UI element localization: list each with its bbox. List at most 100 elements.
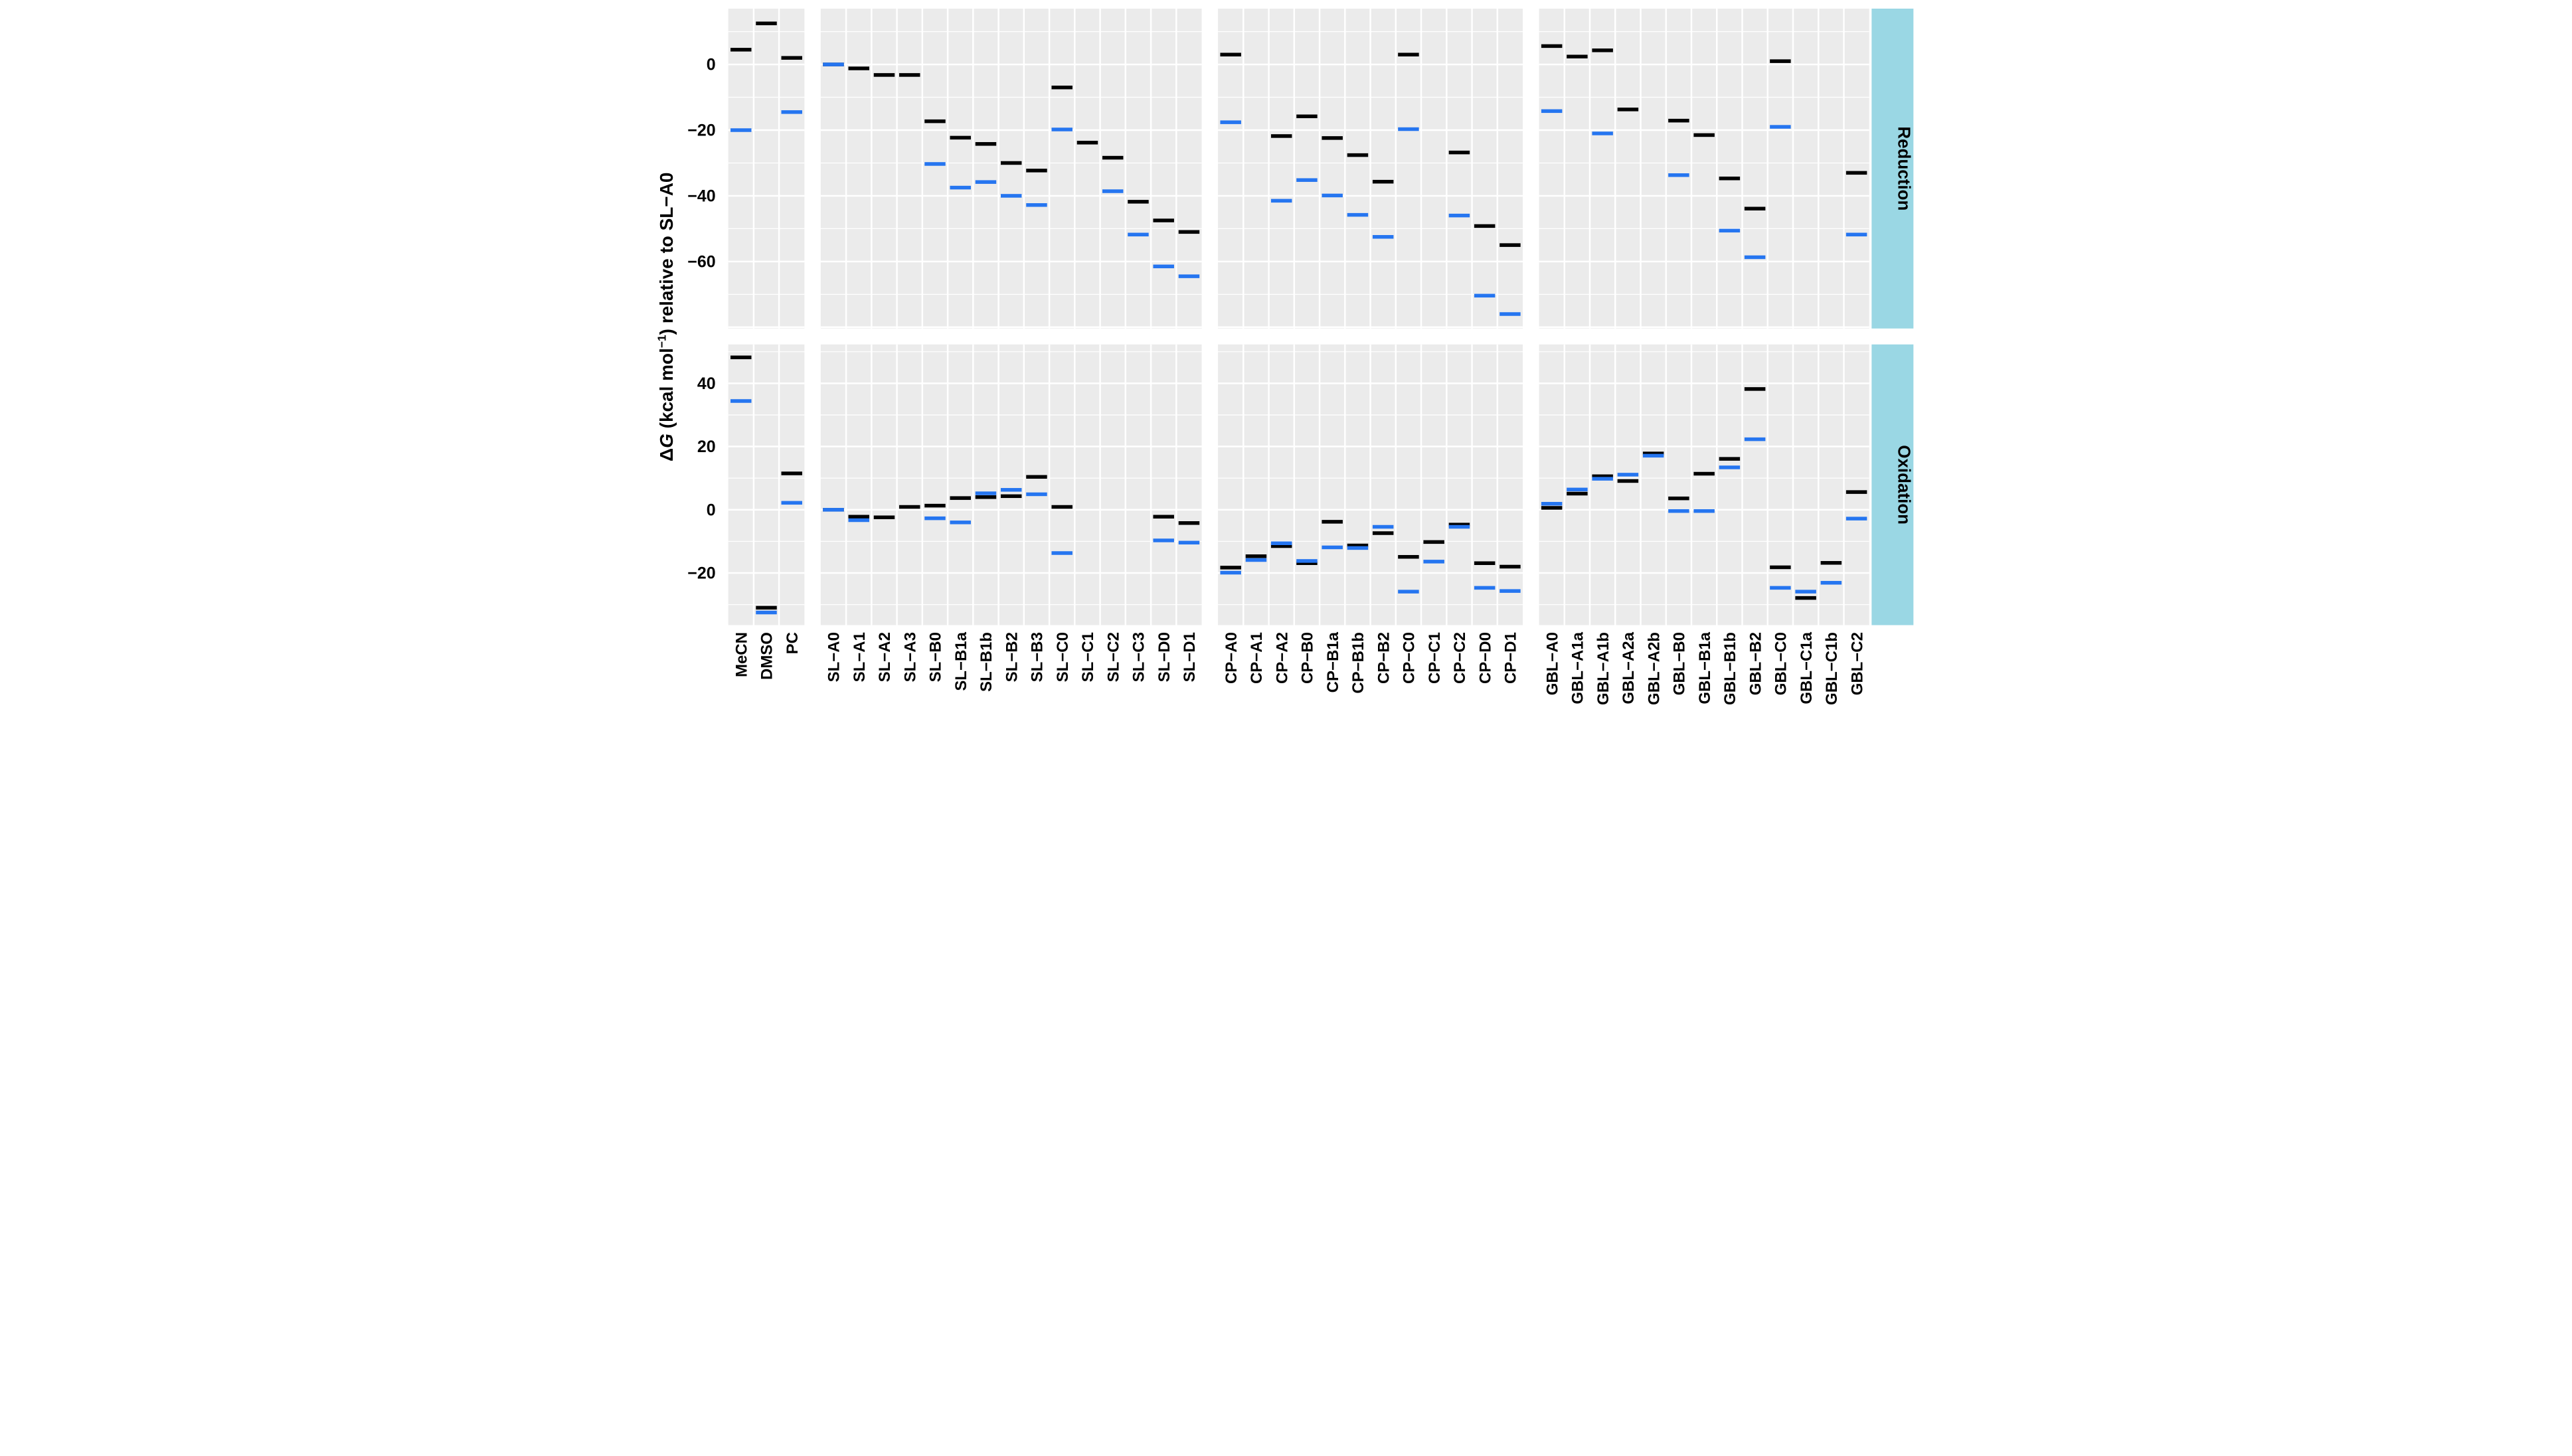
crossbar-mark-blue-CP−C1 xyxy=(1422,560,1444,564)
x-axis-label-CP−A0: CP−A0 xyxy=(1222,632,1240,684)
crossbar-mark-blue-SL−B1a xyxy=(949,521,971,525)
crossbar-mark-black-CP−A0 xyxy=(1219,52,1241,56)
x-axis-label-GBL−A1a: GBL−A1a xyxy=(1569,631,1586,704)
crossbar-mark-blue-CP−D0 xyxy=(1474,293,1495,298)
x-axis-label-CP−D0: CP−D0 xyxy=(1476,632,1494,684)
panel-Oxidation-solvents xyxy=(728,344,804,625)
crossbar-mark-black-SL−D0 xyxy=(1152,218,1174,222)
crossbar-mark-blue-CP−B1a xyxy=(1321,193,1343,198)
x-axis-label-CP−C0: CP−C0 xyxy=(1400,632,1418,684)
crossbar-mark-black-SL−B3 xyxy=(1025,169,1047,173)
crossbar-mark-blue-CP−A0 xyxy=(1219,120,1241,124)
crossbar-mark-blue-SL−D1 xyxy=(1178,540,1199,545)
crossbar-mark-black-SL−C0 xyxy=(1051,505,1072,509)
crossbar-mark-black-GBL−B1b xyxy=(1719,176,1740,181)
panel-Oxidation-SL xyxy=(820,344,1202,625)
crossbar-mark-black-SL−A1 xyxy=(847,515,869,519)
crossbar-mark-black-SL−B1a xyxy=(949,135,971,140)
y-tick-label: 0 xyxy=(706,56,715,74)
y-tick-label: −20 xyxy=(687,121,715,140)
y-tick-label: −40 xyxy=(687,187,715,205)
crossbar-mark-black-CP−A1 xyxy=(1245,554,1266,558)
crossbar-mark-blue-CP−C0 xyxy=(1397,590,1419,594)
crossbar-mark-blue-SL−B3 xyxy=(1025,492,1047,497)
crossbar-mark-black-SL−A1 xyxy=(847,66,869,70)
x-axis-label-SL−A1: SL−A1 xyxy=(850,632,868,682)
x-axis-label-SL−C2: SL−C2 xyxy=(1104,632,1122,682)
crossbar-mark-blue-CP−A2 xyxy=(1270,541,1292,546)
crossbar-mark-black-SL−C1 xyxy=(1076,141,1098,145)
x-axis-label-DMSO: DMSO xyxy=(758,632,776,680)
crossbar-mark-black-SL−A2 xyxy=(873,73,895,77)
crossbar-mark-blue-SL−C0 xyxy=(1051,127,1072,131)
crossbar-mark-blue-CP−B0 xyxy=(1296,178,1318,182)
crossbar-mark-black-CP−C0 xyxy=(1397,554,1419,559)
crossbar-mark-black-CP−B1a xyxy=(1321,520,1343,524)
crossbar-mark-blue-GBL−C2 xyxy=(1845,517,1867,521)
x-axis-label-GBL−A2a: GBL−A2a xyxy=(1620,631,1638,704)
crossbar-mark-black-MeCN xyxy=(730,355,751,360)
x-axis-label-GBL−C2: GBL−C2 xyxy=(1848,632,1866,695)
crossbar-mark-blue-MeCN xyxy=(730,399,751,403)
crossbar-mark-blue-SL−B0 xyxy=(924,162,946,166)
crossbar-mark-blue-SL−C3 xyxy=(1127,232,1149,237)
crossbar-mark-blue-SL−A0 xyxy=(822,62,844,66)
x-axis-label-CP−A2: CP−A2 xyxy=(1273,632,1291,684)
x-axis-label-CP−C1: CP−C1 xyxy=(1425,632,1443,684)
chart-canvas: 0 −20 −40 −60 Reduction 40 20 0 −20 Oxidation MeCN… xyxy=(643,0,1929,728)
facet-strip-label-Oxidation: Oxidation xyxy=(1894,445,1914,525)
crossbar-mark-blue-GBL−B1b xyxy=(1719,465,1740,469)
x-axis-label-SL−C3: SL−C3 xyxy=(1130,632,1148,682)
x-axis-label-CP−B0: CP−B0 xyxy=(1298,632,1316,684)
crossbar-mark-black-DMSO xyxy=(755,606,777,610)
crossbar-mark-blue-CP−B1a xyxy=(1321,545,1343,550)
x-axis-label-SL−B1b: SL−B1b xyxy=(978,632,995,692)
crossbar-mark-black-CP−D1 xyxy=(1499,564,1521,569)
x-axis-label-MeCN: MeCN xyxy=(732,632,750,677)
crossbar-mark-black-GBL−B1a xyxy=(1693,133,1715,137)
x-axis-label-GBL−A0: GBL−A0 xyxy=(1543,632,1561,695)
crossbar-mark-blue-SL−B1a xyxy=(949,185,971,190)
x-axis-label-SL−B2: SL−B2 xyxy=(1003,632,1021,682)
crossbar-mark-black-GBL−B2 xyxy=(1744,387,1765,391)
x-axis-label-CP−B2: CP−B2 xyxy=(1375,632,1393,684)
x-axis-label-CP−D1: CP−D1 xyxy=(1501,632,1519,684)
x-axis-label-GBL−B1a: GBL−B1a xyxy=(1695,631,1713,704)
x-axis-label-GBL−B2: GBL−B2 xyxy=(1747,632,1764,695)
x-axis-label-SL−C1: SL−C1 xyxy=(1079,632,1097,682)
crossbar-mark-black-SL−A3 xyxy=(899,505,920,509)
crossbar-mark-black-SL−B1b xyxy=(975,495,996,499)
crossbar-mark-blue-CP−D0 xyxy=(1474,586,1495,590)
crossbar-mark-blue-CP−C2 xyxy=(1448,213,1470,218)
crossbar-mark-black-GBL−A1a xyxy=(1566,491,1588,496)
crossbar-mark-blue-CP−A2 xyxy=(1270,199,1292,203)
crossbar-mark-blue-CP−A0 xyxy=(1219,570,1241,575)
crossbar-mark-blue-PC xyxy=(781,501,802,505)
x-axis-label-GBL−B0: GBL−B0 xyxy=(1670,632,1688,695)
crossbar-mark-blue-GBL−B2 xyxy=(1744,255,1765,260)
y-tick-label: −20 xyxy=(687,564,715,583)
x-axis-label-SL−D1: SL−D1 xyxy=(1181,632,1199,682)
panel-Reduction-solvents xyxy=(728,8,804,329)
panel-Reduction-GBL xyxy=(1539,8,1869,329)
crossbar-mark-blue-SL−C0 xyxy=(1051,551,1072,555)
crossbar-mark-blue-SL−B3 xyxy=(1025,203,1047,207)
crossbar-mark-black-CP−D1 xyxy=(1499,243,1521,247)
crossbar-mark-black-GBL−C0 xyxy=(1769,59,1791,63)
crossbar-mark-black-GBL−A2a xyxy=(1617,479,1638,483)
crossbar-mark-blue-SL−B1b xyxy=(975,491,996,495)
crossbar-mark-blue-GBL−B2 xyxy=(1744,437,1765,442)
x-axis-label-GBL−B1b: GBL−B1b xyxy=(1721,632,1739,705)
crossbar-mark-blue-CP−D1 xyxy=(1499,589,1521,593)
crossbar-mark-black-SL−B0 xyxy=(924,119,946,123)
crossbar-mark-black-CP−C2 xyxy=(1448,150,1470,155)
crossbar-mark-black-GBL−B0 xyxy=(1668,496,1689,501)
crossbar-mark-black-GBL−A1b xyxy=(1591,48,1613,52)
crossbar-mark-black-PC xyxy=(781,56,802,60)
crossbar-mark-blue-CP−B2 xyxy=(1372,525,1393,529)
free-energy-facet-chart: 0 −20 −40 −60 Reduction 40 20 0 −20 Oxidation MeCN… xyxy=(643,0,1929,728)
x-axis-label-SL−B1a: SL−B1a xyxy=(952,631,970,690)
facet-strip-Reduction xyxy=(1871,8,1913,329)
crossbar-mark-black-CP−B0 xyxy=(1296,114,1318,118)
crossbar-mark-black-CP−B2 xyxy=(1372,531,1393,535)
